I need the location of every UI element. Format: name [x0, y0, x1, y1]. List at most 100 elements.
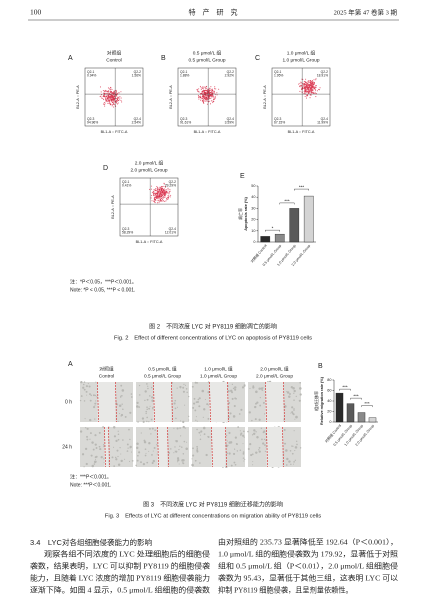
- cell: [182, 386, 185, 389]
- cell: [285, 464, 288, 466]
- cell: [144, 454, 147, 457]
- cell: [234, 386, 237, 389]
- cell: [288, 392, 291, 395]
- cell: [242, 430, 245, 433]
- cell: [117, 463, 121, 466]
- cell: [151, 399, 154, 402]
- cell: [226, 452, 228, 455]
- dot: [169, 196, 171, 198]
- dot: [111, 101, 113, 104]
- axis-label: BL1-A :: FITC-A: [101, 130, 128, 134]
- cell: [243, 385, 246, 387]
- dot: [303, 82, 305, 84]
- dot: [197, 94, 199, 97]
- cell: [150, 386, 153, 389]
- panel-letter: B: [161, 55, 166, 62]
- cell: [194, 409, 197, 412]
- cell: [117, 430, 119, 432]
- cell: [138, 451, 141, 454]
- dot: [115, 96, 117, 98]
- dot: [303, 85, 305, 87]
- quadrant-label: Q2-4 2.54%: [132, 117, 142, 125]
- dot: [157, 197, 159, 199]
- dot: [202, 101, 204, 103]
- cell: [292, 445, 294, 447]
- dot: [155, 188, 157, 190]
- dot: [204, 86, 206, 88]
- dot: [310, 88, 312, 90]
- cell: [194, 381, 197, 384]
- panel-title: 2.0 μmol/L 组: [135, 159, 164, 166]
- dot: [162, 197, 164, 199]
- dot: [209, 97, 211, 99]
- cell: [237, 426, 240, 428]
- cell: [137, 421, 139, 423]
- dot: [307, 89, 309, 91]
- dot: [308, 82, 310, 84]
- dot: [300, 81, 302, 83]
- dot: [155, 192, 157, 194]
- dot: [156, 188, 158, 190]
- dot: [157, 192, 160, 194]
- y-tick-label: 30: [251, 206, 255, 210]
- cell: [228, 431, 231, 435]
- dot: [103, 101, 105, 104]
- dot: [106, 100, 108, 103]
- dot: [208, 89, 210, 92]
- cell: [136, 446, 139, 450]
- dot: [115, 92, 118, 94]
- cell: [260, 427, 263, 430]
- dot: [167, 198, 169, 200]
- cell: [178, 449, 180, 451]
- cell: [113, 465, 116, 467]
- panel-letter: A: [68, 361, 73, 368]
- section-heading: 3.4 LYC对各组细胞侵袭能力的影响: [30, 537, 152, 547]
- cell: [225, 434, 228, 437]
- dot: [168, 193, 170, 195]
- cell: [196, 447, 199, 450]
- dot: [110, 91, 112, 93]
- cell: [148, 420, 150, 423]
- dot: [150, 197, 152, 199]
- cell: [294, 446, 298, 449]
- dot: [111, 94, 113, 96]
- wound-edge: [108, 426, 110, 468]
- dot: [105, 97, 107, 99]
- dots: [196, 85, 220, 105]
- wound-edge: [227, 381, 229, 423]
- cell: [170, 448, 172, 450]
- dot: [158, 189, 160, 191]
- dot: [198, 88, 200, 90]
- dot: [150, 185, 153, 187]
- cell: [196, 449, 199, 452]
- dot: [106, 96, 108, 98]
- cell: [136, 405, 139, 408]
- dot: [304, 83, 306, 86]
- cell: [184, 427, 186, 429]
- dot: [111, 95, 113, 97]
- dot: [167, 197, 169, 199]
- cell: [250, 453, 253, 457]
- cell: [251, 419, 253, 422]
- dot: [108, 97, 111, 99]
- quadrant-label: Q2-1 1.95%: [274, 70, 283, 78]
- axis-label: Relative migration rate (%): [320, 376, 324, 425]
- axis-label: BL2-A :: PE-A: [111, 195, 115, 219]
- wound-edge: [225, 426, 227, 468]
- cell: [100, 456, 103, 459]
- cell: [94, 394, 97, 397]
- wound-edge: [266, 426, 268, 468]
- cell: [94, 402, 97, 405]
- cell: [116, 449, 119, 452]
- dot: [201, 92, 204, 94]
- dot: [109, 90, 111, 92]
- cell: [79, 430, 83, 433]
- dot: [154, 202, 156, 204]
- plot-frame: [177, 67, 237, 127]
- dot: [159, 189, 161, 191]
- cell: [207, 417, 210, 420]
- dot: [204, 92, 206, 94]
- cell: [185, 387, 188, 390]
- sig-label: *: [272, 226, 274, 231]
- dot: [314, 91, 316, 93]
